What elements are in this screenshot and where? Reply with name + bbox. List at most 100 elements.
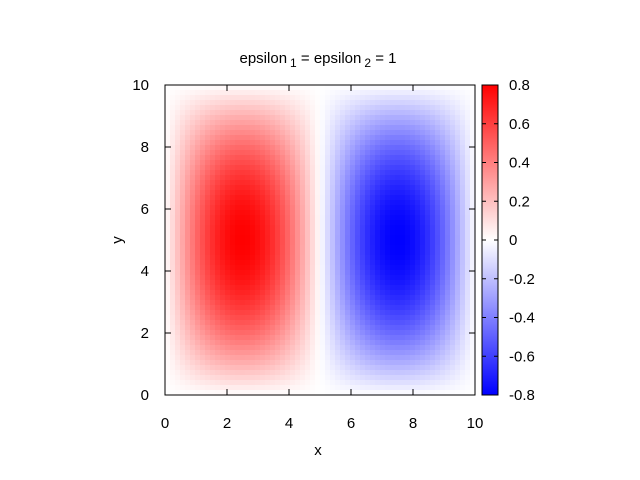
- heatmap-cell: [240, 95, 246, 101]
- heatmap-cell: [355, 120, 361, 126]
- heatmap-cell: [410, 245, 416, 251]
- heatmap-cell: [420, 380, 426, 386]
- heatmap-cell: [170, 165, 176, 171]
- heatmap-cell: [285, 250, 291, 256]
- heatmap-cell: [305, 100, 311, 106]
- heatmap-cell: [455, 385, 461, 391]
- heatmap-cell: [390, 280, 396, 286]
- heatmap-cell: [310, 235, 316, 241]
- heatmap-cell: [335, 320, 341, 326]
- heatmap-cell: [230, 95, 236, 101]
- heatmap-cell: [455, 100, 461, 106]
- heatmap-cell: [195, 95, 201, 101]
- x-tick-label: 2: [223, 415, 231, 432]
- heatmap-cell: [175, 280, 181, 286]
- heatmap-cell: [450, 170, 456, 176]
- heatmap-cell: [445, 120, 451, 126]
- heatmap-cell: [310, 300, 316, 306]
- heatmap-cell: [225, 240, 231, 246]
- heatmap-cell: [260, 235, 266, 241]
- heatmap-cell: [465, 305, 471, 311]
- heatmap-cell: [195, 200, 201, 206]
- heatmap-cell: [310, 375, 316, 381]
- heatmap-cell: [345, 260, 351, 266]
- heatmap-cell: [260, 360, 266, 366]
- heatmap-cell: [360, 320, 366, 326]
- heatmap-cell: [195, 300, 201, 306]
- heatmap-cell: [370, 205, 376, 211]
- heatmap-cell: [420, 320, 426, 326]
- heatmap-cell: [345, 195, 351, 201]
- heatmap-cell: [350, 265, 356, 271]
- heatmap-cell: [290, 90, 296, 96]
- heatmap-cell: [295, 380, 301, 386]
- heatmap-cell: [195, 100, 201, 106]
- heatmap-cell: [370, 320, 376, 326]
- heatmap-cell: [185, 115, 191, 121]
- heatmap-cell: [385, 140, 391, 146]
- heatmap-cell: [455, 275, 461, 281]
- heatmap-cell: [470, 130, 476, 136]
- heatmap-cell: [440, 215, 446, 221]
- heatmap-cell: [235, 220, 241, 226]
- heatmap-cell: [465, 180, 471, 186]
- heatmap-cell: [440, 100, 446, 106]
- heatmap-cell: [210, 90, 216, 96]
- heatmap-cell: [230, 360, 236, 366]
- heatmap-cell: [195, 180, 201, 186]
- heatmap-cell: [295, 180, 301, 186]
- heatmap-cell: [225, 180, 231, 186]
- heatmap-cell: [220, 315, 226, 321]
- heatmap-cell: [455, 325, 461, 331]
- heatmap-cell: [295, 295, 301, 301]
- heatmap-cell: [440, 185, 446, 191]
- heatmap-cell: [210, 115, 216, 121]
- heatmap-cell: [280, 290, 286, 296]
- heatmap-cell: [470, 105, 476, 111]
- heatmap-cell: [300, 160, 306, 166]
- heatmap-cell: [420, 220, 426, 226]
- heatmap-cell: [370, 345, 376, 351]
- heatmap-cell: [190, 160, 196, 166]
- heatmap-cell: [335, 235, 341, 241]
- heatmap-cell: [450, 355, 456, 361]
- heatmap-cell: [425, 265, 431, 271]
- heatmap-cell: [385, 135, 391, 141]
- heatmap-cell: [180, 285, 186, 291]
- heatmap-cell: [365, 375, 371, 381]
- heatmap-cell: [440, 295, 446, 301]
- heatmap-cell: [270, 95, 276, 101]
- heatmap-cell: [415, 385, 421, 391]
- heatmap-cell: [235, 345, 241, 351]
- heatmap-cell: [465, 175, 471, 181]
- heatmap-cell: [440, 85, 446, 91]
- heatmap-cell: [465, 240, 471, 246]
- heatmap-cell: [445, 175, 451, 181]
- heatmap-cell: [340, 345, 346, 351]
- heatmap-cell: [340, 85, 346, 91]
- heatmap-cell: [435, 210, 441, 216]
- heatmap-cell: [280, 305, 286, 311]
- heatmap-cell: [430, 170, 436, 176]
- heatmap-cell: [450, 315, 456, 321]
- heatmap-cell: [215, 250, 221, 256]
- heatmap-cell: [440, 175, 446, 181]
- heatmap-cell: [280, 185, 286, 191]
- heatmap-cell: [185, 320, 191, 326]
- heatmap-cell: [430, 150, 436, 156]
- heatmap-cell: [350, 205, 356, 211]
- heatmap-cell: [375, 125, 381, 131]
- heatmap-cell: [405, 385, 411, 391]
- heatmap-cell: [245, 320, 251, 326]
- heatmap-cell: [360, 115, 366, 121]
- heatmap-cell: [230, 85, 236, 91]
- heatmap-cell: [385, 190, 391, 196]
- heatmap-cell: [340, 165, 346, 171]
- heatmap-cell: [455, 345, 461, 351]
- heatmap-cell: [410, 115, 416, 121]
- heatmap-cell: [290, 115, 296, 121]
- heatmap-cell: [325, 380, 331, 386]
- heatmap-cell: [350, 145, 356, 151]
- heatmap-cell: [460, 345, 466, 351]
- heatmap-cell: [215, 180, 221, 186]
